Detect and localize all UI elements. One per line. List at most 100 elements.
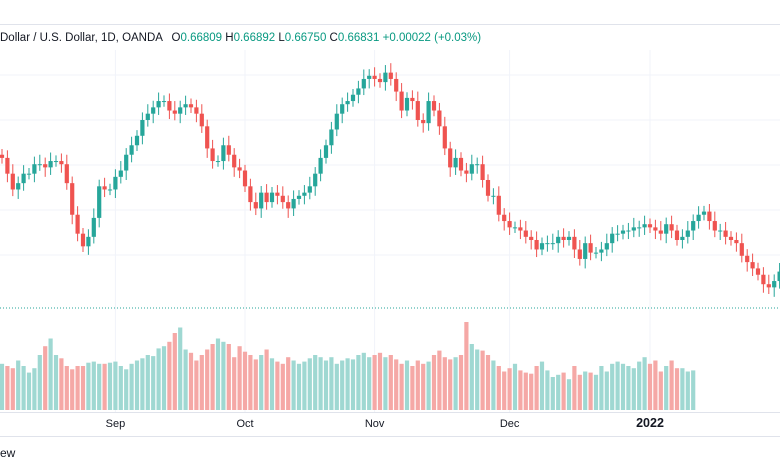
volume-bar: [194, 360, 199, 410]
volume-bar: [313, 355, 318, 410]
volume-bar: [658, 371, 663, 410]
volume-bar: [415, 360, 420, 410]
volume-bar: [102, 363, 107, 410]
candle-body: [199, 113, 204, 127]
candle-body: [593, 252, 599, 254]
candle-body: [26, 173, 32, 175]
volume-bar: [431, 355, 437, 410]
candle-body: [566, 236, 572, 240]
candle-body: [631, 227, 636, 231]
candle-body: [755, 268, 761, 275]
volume-bar: [637, 361, 642, 410]
volume-bar: [318, 357, 323, 410]
volume-bar: [469, 344, 474, 410]
candle-body: [766, 284, 771, 288]
volume-bar: [97, 363, 102, 410]
volume-bar: [16, 360, 21, 410]
volume-bar: [296, 363, 302, 410]
volume-bar: [161, 346, 167, 410]
candle-body: [356, 88, 361, 95]
candle-body: [124, 154, 129, 171]
candle-body: [664, 224, 669, 234]
candle-body: [550, 243, 555, 245]
volume-bar: [561, 372, 566, 410]
volume-bar: [26, 372, 32, 410]
volume-bar: [253, 359, 258, 410]
volume-bar: [669, 360, 674, 410]
volume-bar: [302, 361, 307, 410]
volume-bar: [577, 374, 582, 410]
volume-bar: [86, 362, 91, 410]
candle-body: [491, 195, 496, 197]
candle-body: [43, 164, 48, 168]
volume-bar: [680, 368, 685, 410]
volume-bar: [642, 357, 647, 410]
volume-bar: [215, 338, 221, 410]
candle-body: [658, 230, 663, 234]
candle-body: [701, 211, 707, 215]
volume-bar: [615, 361, 620, 410]
volume-bar: [286, 357, 291, 410]
time-axis-border: [0, 412, 780, 413]
volume-bar: [593, 374, 599, 410]
volume-bar: [566, 379, 572, 410]
volume-bar: [485, 355, 491, 410]
candle-body: [269, 192, 275, 203]
candle-body: [302, 192, 307, 196]
volume-bar: [599, 366, 604, 410]
candle-body: [507, 221, 512, 228]
candle-body: [604, 243, 609, 250]
volume-bar: [556, 374, 561, 410]
candle-body: [107, 189, 113, 191]
candle-body: [502, 214, 507, 222]
candle-body: [534, 240, 539, 250]
volume-bar: [188, 352, 194, 410]
volume-bar: [205, 349, 210, 410]
volume-bar: [491, 360, 496, 410]
candle-body: [372, 75, 377, 79]
candle-body: [178, 107, 183, 114]
x-tick-label: Sep: [106, 418, 126, 430]
candle-body: [637, 227, 642, 229]
volume-bar: [10, 368, 15, 410]
candle-body: [588, 243, 593, 253]
candle-body: [647, 224, 653, 228]
candle-body: [102, 186, 107, 190]
candle-body: [458, 157, 464, 171]
volume-bar: [5, 366, 10, 410]
volume-bar: [134, 360, 140, 410]
candle-body: [572, 236, 577, 250]
volume-bar: [507, 368, 512, 410]
candle-body: [761, 274, 766, 285]
candle-body: [210, 148, 215, 162]
candle-body: [205, 126, 210, 149]
volume-bar: [410, 366, 415, 410]
candle-body: [426, 101, 431, 124]
volume-bar: [512, 363, 518, 410]
volume-bar: [604, 371, 609, 410]
candle-body: [410, 97, 415, 102]
candle-body: [221, 145, 226, 162]
candle-body: [129, 145, 134, 155]
candle-body: [626, 230, 631, 232]
volume-bar: [550, 377, 555, 410]
candle-body: [653, 227, 658, 231]
volume-bar: [107, 362, 113, 410]
candle-body: [734, 240, 739, 244]
candle-body: [723, 230, 728, 237]
volume-bar: [183, 349, 188, 410]
candle-body: [750, 262, 755, 269]
candle-body: [91, 217, 96, 237]
volume-bar: [291, 360, 296, 410]
candle-body: [259, 192, 264, 209]
candle-body: [226, 145, 231, 155]
candle-body: [5, 157, 10, 174]
candle-body: [188, 104, 194, 108]
volume-bar: [37, 355, 42, 410]
candle-body: [685, 230, 690, 237]
candle-body: [680, 236, 685, 240]
candle-body: [53, 161, 59, 163]
volume-bar: [280, 363, 285, 410]
